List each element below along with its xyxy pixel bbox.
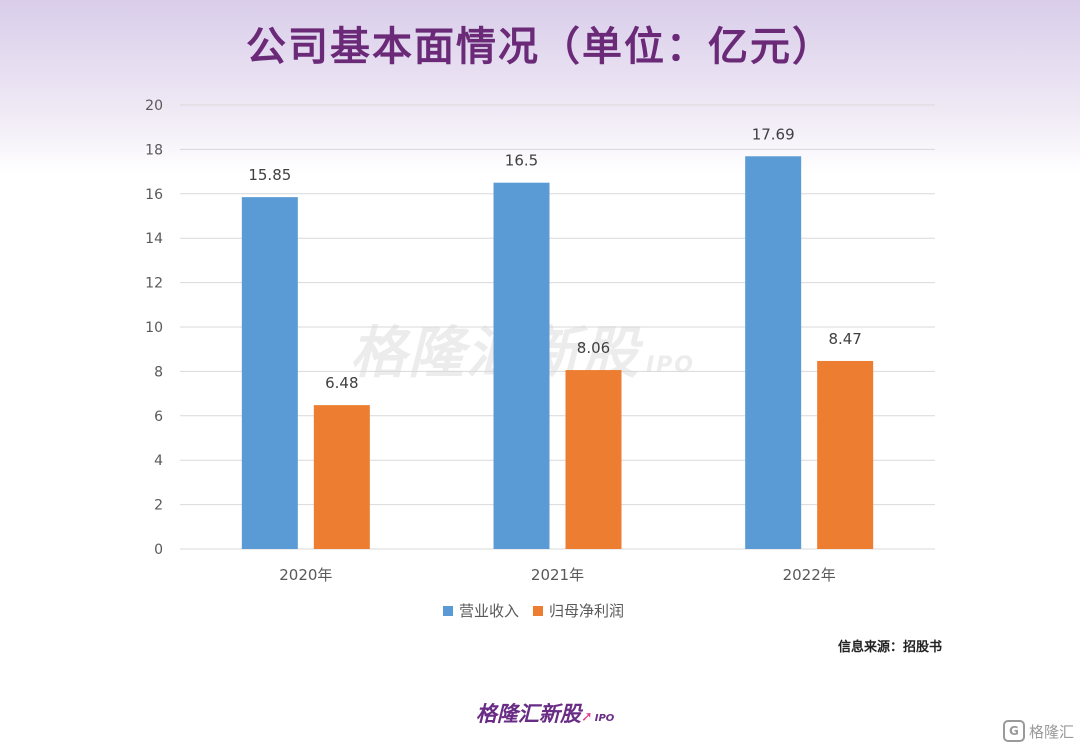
data-label: 15.85: [248, 166, 291, 184]
x-tick-label: 2022年: [783, 566, 836, 584]
x-tick-label: 2021年: [531, 566, 584, 584]
y-tick-label: 0: [154, 542, 163, 558]
data-label: 8.06: [577, 339, 610, 357]
data-label: 8.47: [828, 330, 861, 348]
y-tick-label: 14: [145, 231, 163, 247]
legend-label: 归母净利润: [549, 602, 624, 620]
y-tick-label: 6: [154, 409, 163, 425]
bar: [241, 197, 298, 549]
bar: [565, 370, 622, 549]
bar: [313, 405, 370, 549]
corner-logo-text: 格隆汇: [1028, 722, 1074, 741]
y-tick-label: 4: [154, 453, 163, 469]
bar: [745, 156, 802, 550]
data-label: 6.48: [325, 374, 358, 392]
chart-title: 公司基本面情况（单位：亿元）: [246, 23, 834, 70]
brand-name: 格隆汇新股: [476, 702, 581, 726]
brand-tag: IPO: [594, 713, 615, 724]
source-note: 信息来源：招股书: [837, 640, 942, 655]
y-tick-label: 16: [145, 187, 163, 203]
legend-swatch: [533, 606, 543, 616]
bar: [493, 182, 550, 549]
y-tick-label: 10: [145, 320, 163, 336]
y-tick-label: 12: [145, 276, 163, 292]
y-tick-label: 2: [154, 498, 163, 514]
legend-swatch: [443, 606, 453, 616]
x-tick-label: 2020年: [279, 566, 332, 584]
y-tick-label: 20: [145, 98, 163, 114]
watermark-tag: IPO: [646, 353, 696, 378]
corner-logo: G 格隆汇: [1002, 720, 1074, 742]
y-tick-label: 8: [154, 364, 163, 380]
bar: [817, 360, 874, 549]
legend-label: 营业收入: [459, 602, 519, 620]
y-tick-label: 18: [145, 142, 163, 158]
brand-logo: 格隆汇新股➚ IPO: [476, 698, 614, 728]
bar-chart: 0 2 4 6 8 10 12 14 16 18 20 15.85 6.48 2020年 16.5 8.06 2…: [145, 98, 935, 620]
data-label: 17.69: [752, 125, 795, 143]
g-logo-icon: G: [1002, 720, 1025, 742]
rising-arrow-icon: ➚: [581, 709, 593, 725]
data-label: 16.5: [505, 152, 538, 170]
